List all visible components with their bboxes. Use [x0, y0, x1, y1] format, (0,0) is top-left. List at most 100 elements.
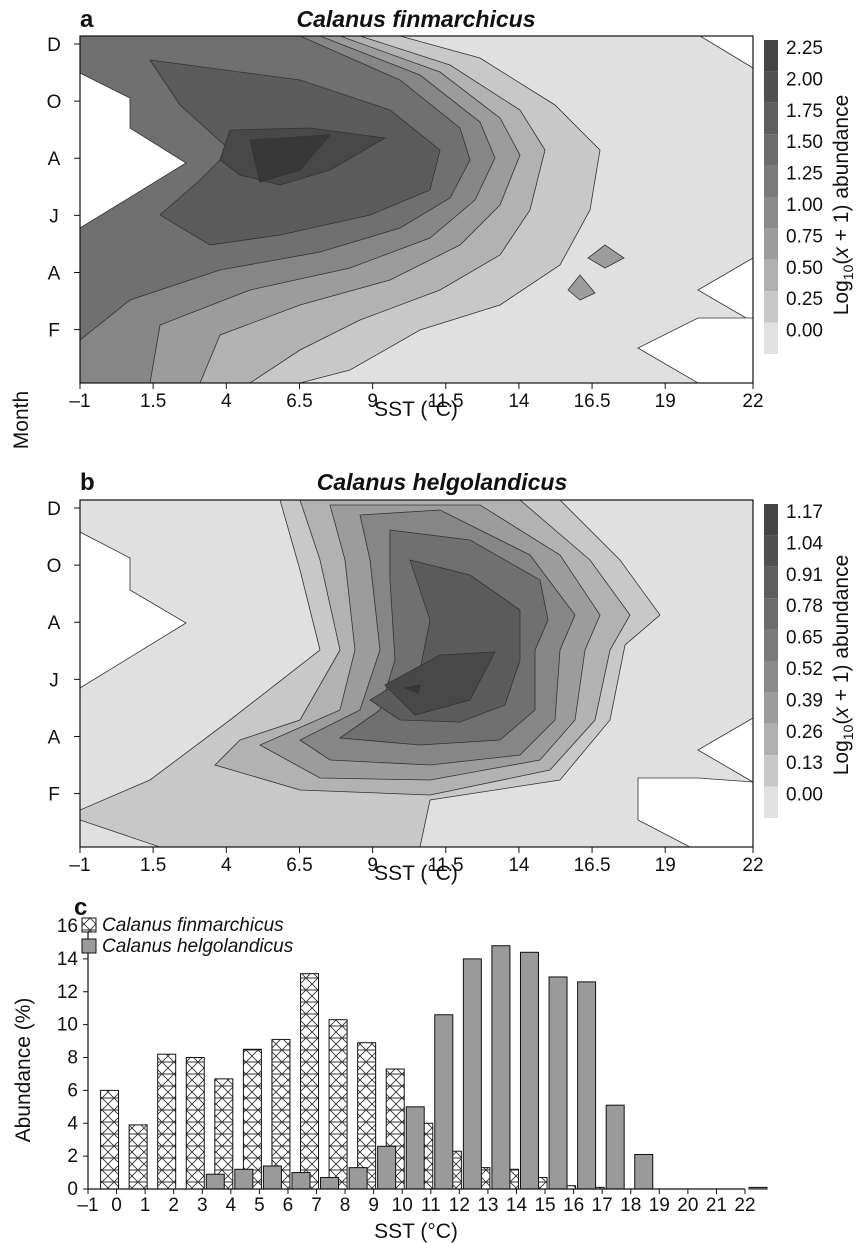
bar-helgolandicus	[262, 1165, 282, 1190]
colorbar-tick-label: 0.91	[786, 565, 823, 586]
x-tick-label: 4	[221, 855, 232, 876]
y-tick-label: F	[48, 321, 60, 342]
colorbar-tick-label: 1.00	[786, 195, 823, 216]
x-tick-label: –1	[69, 391, 90, 412]
x-tick-label: 19	[655, 855, 676, 876]
panel-a-x-label: SST (°C)	[374, 398, 458, 421]
bar-helgolandicus	[205, 1173, 225, 1190]
x-tick-label: 14	[508, 391, 530, 412]
bar-helgolandicus	[405, 1106, 425, 1190]
x-tick-label: 13	[477, 1195, 498, 1216]
colorbar-tick-label: 1.50	[786, 132, 823, 153]
colorbar-tick-label: 0.00	[786, 785, 823, 806]
colorbar-tick-label: 0.00	[786, 321, 823, 342]
bar-finmarchicus	[242, 1048, 262, 1190]
y-tick-label: J	[49, 670, 59, 691]
bar-helgolandicus	[548, 976, 568, 1190]
panel-b-y-ticks: D O A J A F	[47, 499, 80, 806]
colorbar-tick-label: 0.78	[786, 596, 823, 617]
contour-level-8	[403, 684, 421, 694]
x-tick-label: 1.5	[140, 855, 166, 876]
bar-helgolandicus	[320, 1176, 340, 1190]
y-tick-label: A	[48, 149, 61, 170]
x-tick-label: 11	[421, 1195, 441, 1216]
panel-a-y-ticks: D O A J A F	[47, 35, 80, 342]
x-tick-label: 22	[734, 1195, 755, 1216]
panel-b: b Calanus helgolandicus –1 1.5 4 6.5 9 11.5 14…	[47, 469, 856, 885]
x-tick-label: 22	[742, 391, 763, 412]
bar-finmarchicus	[357, 1042, 377, 1190]
x-tick-label: 1	[140, 1195, 151, 1216]
no-data-region	[697, 257, 753, 323]
contour-island	[567, 274, 596, 301]
panel-b-colorbar-label: Log10(x + 1) abundance	[830, 555, 856, 776]
x-tick-label: 4	[226, 1195, 237, 1216]
x-tick-label: –1	[77, 1195, 98, 1216]
legend-swatch-finmarchicus	[81, 917, 97, 933]
panel-a-letter: a	[80, 6, 94, 33]
colorbar-tick-label: 1.04	[786, 533, 823, 554]
y-tick-label: 4	[67, 1113, 78, 1134]
y-tick-label: O	[47, 92, 62, 113]
colorbar-swatch	[764, 228, 778, 260]
no-data-region	[80, 531, 187, 689]
y-tick-label: A	[48, 263, 61, 284]
x-tick-label: 0	[111, 1195, 122, 1216]
colorbar-swatch	[764, 566, 778, 599]
colorbar-tick-label: 1.17	[786, 502, 823, 523]
x-tick-label: 11.5	[428, 855, 464, 876]
x-tick-label: 7	[311, 1195, 322, 1216]
colorbar-tick-label: 0.13	[786, 753, 823, 774]
x-tick-label: 12	[449, 1195, 470, 1216]
panel-b-x-ticks: –1 1.5 4 6.5 9 11.5 14 16.5 19 22	[69, 847, 764, 876]
contour-island	[587, 244, 625, 269]
bar-helgolandicus	[748, 1186, 768, 1190]
no-data-region	[699, 36, 753, 69]
panel-b-contours	[80, 500, 753, 847]
x-tick-label: 20	[677, 1195, 698, 1216]
y-tick-label: D	[47, 499, 61, 520]
legend-label-helgolandicus: Calanus helgolandicus	[102, 936, 294, 957]
panel-c-x-label: SST (°C)	[374, 1220, 458, 1243]
y-tick-label: 16	[57, 916, 78, 937]
bar-finmarchicus	[300, 973, 320, 1190]
colorbar-swatch	[764, 755, 778, 787]
y-tick-label: 8	[67, 1048, 78, 1069]
x-tick-label: 11.5	[428, 391, 464, 412]
colorbar-tick-label: 2.25	[786, 38, 823, 59]
colorbar-swatch	[764, 40, 778, 72]
bar-finmarchicus	[157, 1053, 177, 1190]
y-tick-label: 6	[67, 1080, 78, 1101]
colorbar-swatch	[764, 629, 778, 661]
x-tick-label: 22	[742, 855, 763, 876]
colorbar-tick-label: 1.25	[786, 164, 823, 185]
panel-c-letter: c	[74, 894, 87, 921]
x-tick-label: 1.5	[140, 391, 166, 412]
colorbar-swatch	[764, 723, 778, 756]
no-data-region	[80, 72, 187, 229]
contour-level-7	[384, 651, 496, 716]
x-tick-label: 4	[221, 391, 232, 412]
x-tick-label: 16	[563, 1195, 584, 1216]
y-tick-label: J	[49, 206, 59, 227]
bar-helgolandicus	[519, 951, 539, 1190]
y-tick-label: F	[48, 785, 60, 806]
colorbar-tick-label: 2.00	[786, 69, 823, 90]
bar-helgolandicus	[348, 1167, 368, 1190]
contour-level-8	[249, 134, 331, 183]
panel-b-frame	[79, 499, 754, 848]
x-tick-label: 19	[655, 391, 676, 412]
bar-helgolandicus	[462, 958, 482, 1190]
y-tick-label: D	[47, 35, 61, 56]
bar-helgolandicus	[577, 981, 597, 1190]
x-tick-label: 15	[534, 1195, 555, 1216]
legend-swatch-helgolandicus	[81, 938, 97, 954]
y-tick-label: 14	[57, 949, 79, 970]
panel-b-colorbar: 1.17 1.04 0.91 0.78 0.65 0.52 0.39 0.26 0.13 0.00	[764, 502, 823, 818]
x-tick-label: 8	[340, 1195, 351, 1216]
x-tick-label: 14	[508, 855, 530, 876]
panel-c-bars	[100, 945, 768, 1190]
bar-helgolandicus	[234, 1168, 254, 1190]
x-tick-label: 9	[367, 391, 378, 412]
colorbar-tick-label: 0.52	[786, 659, 823, 680]
